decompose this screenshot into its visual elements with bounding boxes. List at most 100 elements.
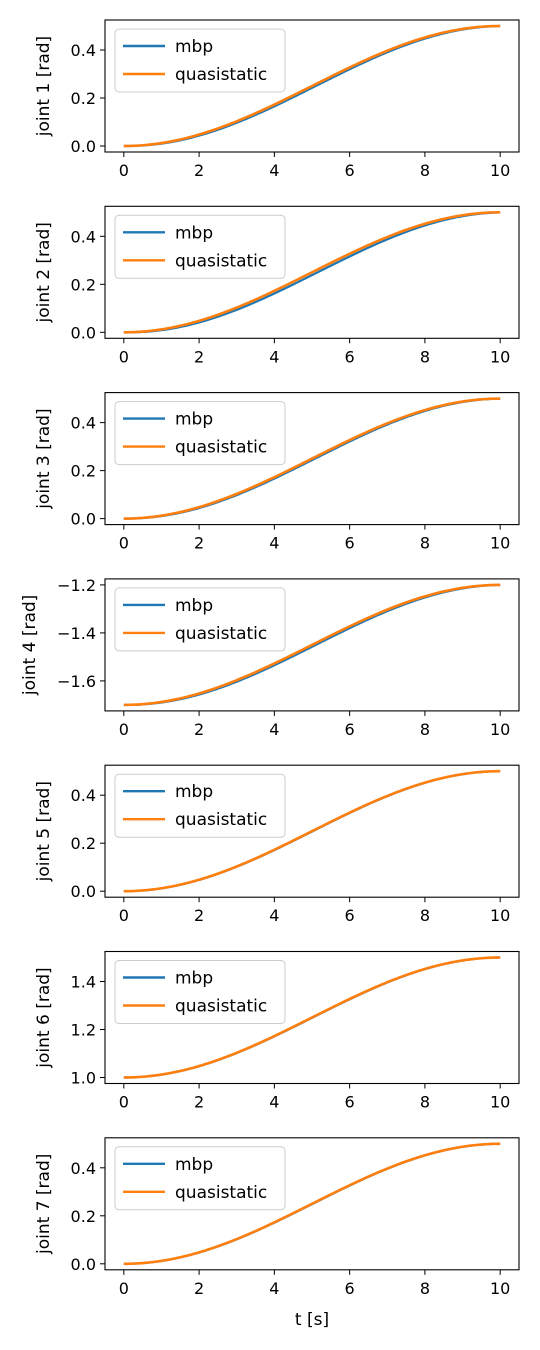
x-tick-label: 4 xyxy=(269,720,279,739)
x-tick-label: 0 xyxy=(119,1093,129,1112)
legend-label-quasistatic: quasistatic xyxy=(175,624,267,644)
x-tick-label: 0 xyxy=(119,534,129,553)
series-line-quasistatic-5 xyxy=(123,769,501,893)
axes-frame-5 xyxy=(104,764,520,898)
x-tick-label: 6 xyxy=(345,720,355,739)
x-tick-label: 4 xyxy=(269,347,279,366)
series-line-mbp-2 xyxy=(123,211,501,334)
x-tick-label: 2 xyxy=(194,1093,204,1112)
legend-label-mbp: mbp xyxy=(175,223,213,243)
x-tick-label: 6 xyxy=(345,1093,355,1112)
axes-frame-1 xyxy=(104,19,520,153)
x-tick-label: 8 xyxy=(420,534,430,553)
legend-label-mbp: mbp xyxy=(175,1155,213,1175)
x-tick-label: 10 xyxy=(490,906,510,925)
x-tick-label: 2 xyxy=(194,347,204,366)
legend-label-quasistatic: quasistatic xyxy=(175,251,267,271)
x-tick-label: 4 xyxy=(269,161,279,180)
x-tick-label: 10 xyxy=(490,1279,510,1298)
y-tick-label: 0.2 xyxy=(71,89,96,108)
x-tick-label: 6 xyxy=(345,534,355,553)
y-axis-label: joint 7 [rad] xyxy=(34,1154,54,1255)
x-tick-label: 8 xyxy=(420,161,430,180)
x-tick-label: 0 xyxy=(119,347,129,366)
legend-label-mbp: mbp xyxy=(175,37,213,57)
legend-box xyxy=(114,773,286,838)
y-tick-label: 1.4 xyxy=(71,973,96,992)
legend-box xyxy=(114,214,286,279)
subplot-joint-7: 0 2 4 6 8 10 0.0 0.2 0.4 joint 7 [rad] mbp quasista… xyxy=(34,1137,520,1298)
subplot-joint-2: 0 2 4 6 8 10 0.0 0.2 0.4 joint 2 [rad] mbp quasista… xyxy=(34,205,520,366)
legend-box xyxy=(114,960,286,1024)
y-tick-label: 0.2 xyxy=(71,834,96,853)
x-tick-label: 0 xyxy=(119,720,129,739)
y-tick-label: −1.6 xyxy=(57,672,96,691)
y-tick-label: −1.2 xyxy=(57,576,96,595)
subplot-joint-1: 0 2 4 6 8 10 0.0 0.2 0.4 joint 1 [rad] mbp quasista… xyxy=(34,19,520,180)
y-tick-label: 1.0 xyxy=(71,1069,96,1088)
y-tick-label: 0.2 xyxy=(71,275,96,294)
legend-box xyxy=(114,401,286,466)
x-tick-label: 6 xyxy=(345,1279,355,1298)
series-line-quasistatic-4 xyxy=(123,583,501,707)
x-tick-label: 4 xyxy=(269,1279,279,1298)
subplot-joint-5: 0 2 4 6 8 10 0.0 0.2 0.4 joint 5 [rad] mbp quasista… xyxy=(34,764,520,925)
series-line-quasistatic-1 xyxy=(123,24,501,148)
x-tick-label: 8 xyxy=(420,720,430,739)
x-tick-label: 2 xyxy=(194,534,204,553)
x-tick-label: 10 xyxy=(490,1093,510,1112)
legend-box xyxy=(114,1146,286,1211)
y-tick-label: 0.0 xyxy=(71,882,96,901)
axes-frame-2 xyxy=(104,205,520,339)
legend-box xyxy=(114,28,286,93)
y-tick-label: 0.0 xyxy=(71,510,96,529)
axes-frame-3 xyxy=(104,392,520,526)
y-tick-label: 0.4 xyxy=(71,414,96,433)
y-axis-label: joint 5 [rad] xyxy=(34,781,54,882)
y-tick-label: 0.0 xyxy=(71,323,96,342)
y-tick-label: 0.2 xyxy=(71,462,96,481)
y-tick-label: −1.4 xyxy=(57,624,96,643)
x-tick-label: 8 xyxy=(420,1093,430,1112)
x-tick-label: 10 xyxy=(490,161,510,180)
x-tick-label: 0 xyxy=(119,906,129,925)
x-tick-label: 4 xyxy=(269,534,279,553)
axes-frame-6 xyxy=(104,950,520,1085)
x-tick-label: 0 xyxy=(119,161,129,180)
x-tick-label: 0 xyxy=(119,1279,129,1298)
legend-box xyxy=(114,587,286,652)
y-tick-label: 0.0 xyxy=(71,1255,96,1274)
x-tick-label: 10 xyxy=(490,534,510,553)
y-axis-label: joint 1 [rad] xyxy=(34,36,54,137)
x-tick-label: 10 xyxy=(490,347,510,366)
series-line-quasistatic-2 xyxy=(123,211,501,334)
x-tick-label: 6 xyxy=(345,906,355,925)
legend-label-mbp: mbp xyxy=(175,596,213,616)
y-tick-label: 0.2 xyxy=(71,1207,96,1226)
y-tick-label: 0.4 xyxy=(71,227,96,246)
legend-label-quasistatic: quasistatic xyxy=(175,65,267,85)
y-axis-label: joint 6 [rad] xyxy=(34,967,54,1068)
y-axis-label: joint 2 [rad] xyxy=(34,222,54,323)
series-line-quasistatic-3 xyxy=(123,397,501,520)
series-line-quasistatic-6 xyxy=(123,956,501,1079)
x-tick-label: 2 xyxy=(194,1279,204,1298)
x-tick-label: 8 xyxy=(420,347,430,366)
x-tick-label: 6 xyxy=(345,347,355,366)
subplot-joint-3: 0 2 4 6 8 10 0.0 0.2 0.4 joint 3 [rad] mbp quasista… xyxy=(34,392,520,553)
x-tick-label: 4 xyxy=(269,1093,279,1112)
x-tick-label: 8 xyxy=(420,906,430,925)
y-axis-label: joint 3 [rad] xyxy=(34,408,54,509)
x-tick-label: 6 xyxy=(345,161,355,180)
subplot-joint-6: 0 2 4 6 8 10 1.0 1.2 1.4 joint 6 [rad] mbp quasista… xyxy=(34,950,520,1112)
x-tick-label: 8 xyxy=(420,1279,430,1298)
x-tick-label: 10 xyxy=(490,720,510,739)
series-line-quasistatic-7 xyxy=(123,1142,501,1266)
legend-label-quasistatic: quasistatic xyxy=(175,997,267,1017)
x-tick-label: 2 xyxy=(194,906,204,925)
subplot-joint-4: 0 2 4 6 8 10 −1.6 −1.4 −1.2 joint 4 [rad] mbp quasi… xyxy=(20,576,520,739)
x-tick-label: 2 xyxy=(194,161,204,180)
axes-frame-7 xyxy=(104,1137,520,1271)
legend-label-quasistatic: quasistatic xyxy=(175,810,267,830)
